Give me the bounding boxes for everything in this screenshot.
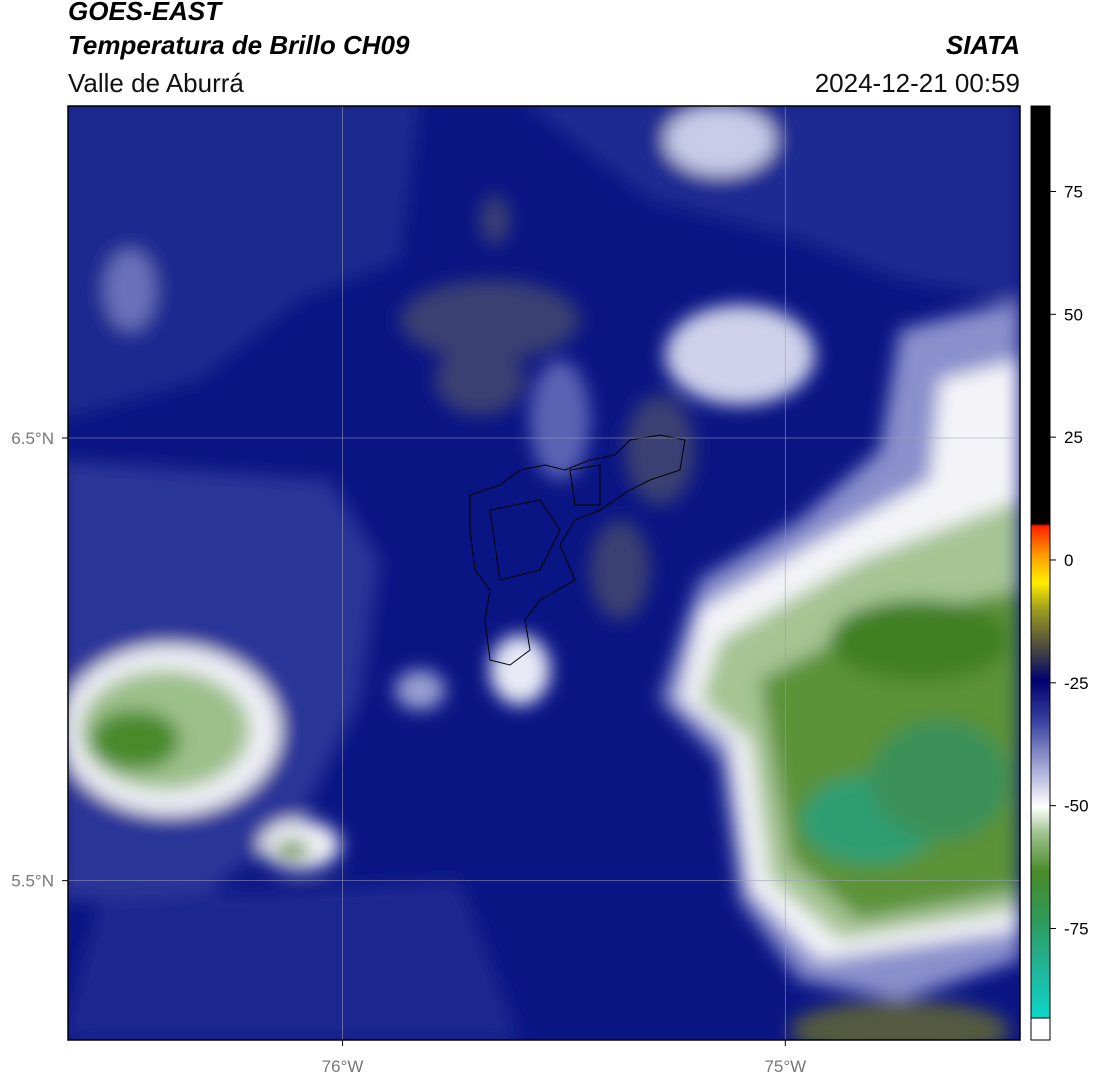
map-frame bbox=[67, 105, 1021, 1041]
colorbar-tick-label: -50 bbox=[1064, 797, 1089, 816]
colorbar-under bbox=[1030, 1017, 1051, 1041]
colorbar-tick-label: 50 bbox=[1064, 305, 1083, 324]
subtitle: Temperatura de Brillo CH09 bbox=[68, 30, 410, 60]
region: Valle de Aburrá bbox=[68, 68, 244, 98]
x-tick-label: 75°W bbox=[764, 1057, 806, 1076]
x-tick-label: 76°W bbox=[322, 1057, 364, 1076]
colorbar-tick-label: -25 bbox=[1064, 674, 1089, 693]
y-tick-label: 5.5°N bbox=[11, 872, 54, 891]
satellite-image bbox=[68, 106, 1020, 1040]
datetime: 2024-12-21 00:59 bbox=[815, 68, 1020, 98]
colorbar-tick-label: 75 bbox=[1064, 182, 1083, 201]
source: SIATA bbox=[946, 30, 1020, 60]
title: GOES-EAST bbox=[68, 0, 223, 26]
colorbar bbox=[1030, 105, 1051, 1041]
colorbar-tick-label: 25 bbox=[1064, 428, 1083, 447]
colorbar-tick-label: 0 bbox=[1064, 551, 1073, 570]
y-tick-label: 6.5°N bbox=[11, 429, 54, 448]
grid bbox=[68, 106, 1020, 1040]
colorbar-tick-label: -75 bbox=[1064, 919, 1089, 938]
